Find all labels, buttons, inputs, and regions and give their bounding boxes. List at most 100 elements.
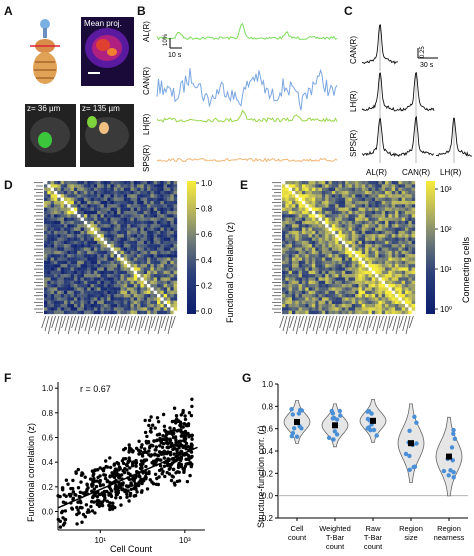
heatmap-cell [308, 214, 313, 218]
heatmap-cell [173, 254, 178, 258]
heatmap-cell [325, 257, 329, 261]
heatmap-cell [361, 267, 366, 271]
heatmap-cell [388, 240, 392, 245]
heatmap-cell [341, 181, 346, 185]
heatmap-cell [348, 280, 352, 285]
connectivity-heatmap [282, 181, 416, 315]
heatmap-cell [395, 297, 399, 301]
heatmap-cell [325, 214, 329, 218]
heatmap-cell [381, 240, 386, 245]
heatmap-cell [365, 187, 369, 192]
heatmap-cell [70, 287, 75, 291]
heatmap-cell [395, 194, 399, 198]
heatmap-cell [117, 284, 121, 288]
heatmap-cell [355, 254, 359, 258]
heatmap-cell [110, 287, 114, 291]
heatmap-cell [331, 300, 336, 305]
heatmap-cell [335, 284, 339, 288]
scatter-point [154, 459, 159, 463]
heatmap-cell [63, 260, 68, 265]
scatter-point [110, 471, 114, 475]
heatmap-cell [338, 190, 343, 195]
heatmap-cell [44, 224, 48, 228]
heatmap-cell [311, 307, 316, 311]
heatmap-cell [351, 267, 356, 271]
heatmap-cell [63, 200, 68, 205]
heatmap-cell [365, 240, 369, 245]
heatmap-cell [411, 220, 416, 225]
heatmap-cell [97, 280, 101, 285]
heatmap-cell [378, 234, 382, 238]
heatmap-cell [73, 184, 78, 188]
col-tick [408, 315, 414, 329]
heatmap-cell [170, 210, 174, 215]
heatmap-cell [160, 230, 164, 235]
heatmap-cell [338, 290, 343, 295]
heatmap-cell [285, 184, 289, 188]
heatmap-cell [391, 234, 396, 238]
heatmap-cell [140, 234, 144, 238]
heatmap-cell [381, 274, 386, 278]
heatmap-cell [301, 234, 306, 238]
heatmap-cell [391, 250, 396, 255]
heatmap-cell [328, 260, 333, 265]
heatmap-cell [348, 184, 352, 188]
heatmap-cell [137, 234, 141, 238]
heatmap-cell [291, 217, 296, 222]
scatter-point [75, 505, 79, 510]
scatter-point [189, 455, 193, 460]
heatmap-cell [97, 230, 101, 235]
heatmap-cell [345, 294, 349, 298]
heatmap-cell [285, 207, 289, 212]
heatmap-cell [100, 237, 105, 242]
heatmap-cell [288, 277, 293, 281]
g-x-tick-label: Weighted T-Bar count [319, 524, 351, 551]
heatmap-cell [73, 297, 78, 301]
heatmap-cell [298, 264, 303, 268]
heatmap-cell [83, 187, 88, 192]
violin-point [299, 426, 304, 431]
heatmap-cell [170, 257, 174, 261]
heatmap-cell [351, 244, 356, 248]
heatmap-cell [341, 304, 346, 308]
heatmap-cell [73, 300, 78, 305]
heatmap-cell [385, 307, 389, 311]
heatmap-cell [143, 267, 148, 271]
heatmap-cell [120, 190, 124, 195]
heatmap-cell [93, 240, 98, 245]
heatmap-cell [321, 240, 326, 245]
heatmap-cell [355, 244, 359, 248]
heatmap-cell [113, 264, 118, 268]
heatmap-cell [67, 194, 71, 198]
heatmap-cell [368, 277, 372, 281]
violin-point [290, 412, 295, 417]
heatmap-cell [311, 300, 316, 305]
heatmap-cell [123, 280, 128, 285]
heatmap-cell [157, 294, 161, 298]
heatmap-cell [325, 267, 329, 271]
heatmap-cell [358, 244, 362, 248]
panel-d: 1.00.80.60.40.20.0 Functional Correlatio… [34, 179, 235, 335]
heatmap-cell [321, 254, 326, 258]
heatmap-cell [295, 284, 299, 288]
violin-point [337, 408, 342, 414]
heatmap-cell [285, 254, 289, 258]
scatter-point [177, 464, 181, 468]
heatmap-cell [103, 294, 108, 298]
col-tick [134, 315, 140, 332]
heatmap-cell [70, 217, 75, 222]
heatmap-cell [321, 244, 326, 248]
heatmap-cell [87, 240, 91, 245]
heatmap-cell [321, 257, 326, 261]
e-column-labels [279, 315, 414, 335]
heatmap-cell [381, 224, 386, 228]
col-tick [44, 315, 50, 332]
heatmap-cell [50, 300, 55, 305]
scatter-point [177, 479, 182, 483]
heatmap-cell [335, 224, 339, 228]
heatmap-cell [348, 200, 352, 205]
heatmap-cell [368, 284, 372, 288]
scatter-point [182, 467, 186, 471]
heatmap-cell [338, 214, 343, 218]
heatmap-cell [160, 257, 164, 261]
